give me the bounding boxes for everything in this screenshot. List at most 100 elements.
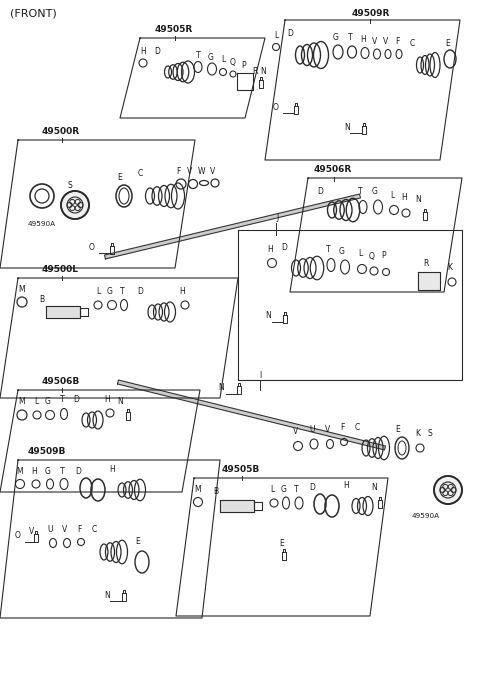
Text: E: E (136, 537, 140, 547)
Text: B: B (214, 487, 218, 497)
Text: 49590A: 49590A (412, 513, 440, 519)
Text: D: D (317, 187, 323, 197)
Text: N: N (117, 398, 123, 406)
Text: H: H (343, 481, 349, 491)
Text: P: P (242, 61, 246, 69)
Text: U: U (47, 526, 53, 534)
Text: H: H (140, 47, 146, 57)
Text: H: H (179, 288, 185, 297)
Text: K: K (447, 264, 453, 272)
Text: G: G (333, 32, 339, 42)
Text: (FRONT): (FRONT) (10, 9, 57, 19)
Text: O: O (15, 532, 21, 541)
Text: M: M (19, 286, 25, 295)
Text: U: U (309, 425, 315, 435)
Text: W: W (197, 168, 205, 177)
Polygon shape (105, 194, 360, 259)
Polygon shape (46, 306, 80, 318)
Text: J: J (277, 214, 279, 222)
Text: E: E (396, 425, 400, 435)
Text: T: T (358, 187, 362, 197)
Text: L: L (274, 32, 278, 40)
Text: N: N (260, 67, 266, 77)
Text: 49506B: 49506B (42, 377, 80, 386)
Text: H: H (360, 34, 366, 44)
Text: Q: Q (230, 57, 236, 67)
Text: V: V (29, 528, 35, 537)
Text: V: V (210, 168, 216, 177)
Text: H: H (267, 245, 273, 255)
Text: N: N (265, 311, 271, 319)
Text: D: D (287, 30, 293, 38)
Text: 49500R: 49500R (42, 127, 80, 137)
Text: N: N (344, 123, 350, 133)
Text: H: H (109, 466, 115, 474)
Ellipse shape (61, 191, 89, 219)
Text: T: T (294, 485, 298, 495)
Text: M: M (17, 468, 24, 477)
Text: F: F (340, 423, 344, 433)
Text: V: V (325, 425, 331, 435)
Text: G: G (339, 247, 345, 257)
Text: I: I (259, 371, 261, 379)
Text: E: E (118, 173, 122, 183)
Text: 49590A: 49590A (28, 221, 56, 227)
Text: O: O (89, 243, 95, 253)
Text: S: S (428, 429, 432, 439)
Text: L: L (390, 191, 394, 200)
Text: V: V (293, 427, 299, 437)
Text: M: M (19, 398, 25, 406)
Text: T: T (348, 32, 352, 42)
Polygon shape (418, 272, 440, 290)
Text: V: V (187, 168, 192, 177)
Text: L: L (270, 485, 274, 495)
Text: R: R (423, 259, 429, 268)
Text: L: L (34, 398, 38, 406)
Text: 49500L: 49500L (42, 266, 79, 274)
Text: K: K (416, 429, 420, 439)
Polygon shape (118, 380, 385, 450)
Text: R: R (252, 67, 258, 77)
Text: L: L (96, 288, 100, 297)
Text: 49505R: 49505R (155, 26, 193, 34)
Text: F: F (77, 526, 81, 534)
Text: T: T (60, 396, 64, 404)
Text: D: D (154, 47, 160, 57)
Text: G: G (45, 398, 51, 406)
Polygon shape (220, 500, 254, 512)
Text: G: G (372, 187, 378, 197)
Ellipse shape (434, 476, 462, 504)
Text: F: F (395, 36, 399, 46)
Text: D: D (137, 288, 143, 297)
Text: S: S (68, 181, 72, 191)
Text: O: O (273, 104, 279, 113)
Text: T: T (326, 245, 330, 255)
Text: H: H (401, 193, 407, 202)
Text: T: T (196, 51, 200, 59)
Text: C: C (409, 38, 415, 47)
Text: 49509R: 49509R (352, 9, 390, 18)
Text: T: T (120, 288, 124, 297)
Text: V: V (62, 526, 68, 534)
Text: C: C (91, 526, 96, 534)
Text: H: H (31, 468, 37, 477)
Text: 49509B: 49509B (28, 448, 66, 456)
Text: P: P (382, 251, 386, 260)
Text: G: G (45, 468, 51, 477)
Text: L: L (358, 249, 362, 259)
Text: F: F (176, 168, 180, 177)
Text: T: T (60, 468, 64, 477)
Text: D: D (281, 243, 287, 253)
Text: V: V (372, 36, 378, 46)
Text: 49505B: 49505B (222, 466, 260, 474)
Text: G: G (107, 288, 113, 297)
Text: Q: Q (369, 251, 375, 260)
Text: G: G (281, 485, 287, 495)
Text: H: H (104, 396, 110, 404)
Text: V: V (384, 36, 389, 46)
Text: N: N (415, 195, 421, 204)
Text: N: N (104, 592, 110, 601)
Text: D: D (75, 468, 81, 477)
Text: C: C (354, 423, 360, 433)
Text: D: D (73, 396, 79, 404)
